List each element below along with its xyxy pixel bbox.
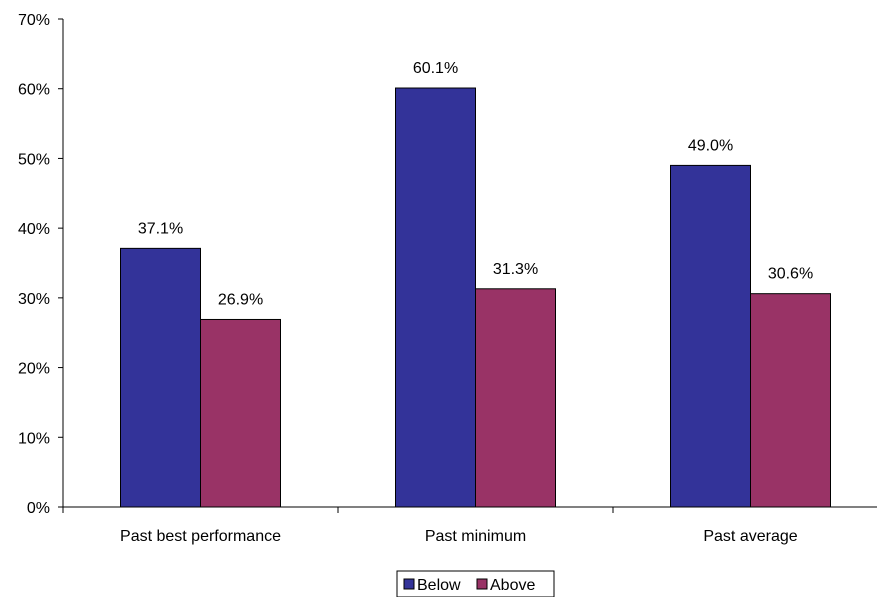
y-tick-label: 40%	[18, 221, 50, 238]
y-tick-label: 10%	[18, 430, 50, 447]
x-category-label: Past minimum	[425, 528, 526, 545]
bar-above-0	[201, 319, 281, 507]
data-label: 26.9%	[218, 291, 263, 308]
legend-label-below: Below	[417, 577, 461, 594]
x-category-label: Past best performance	[120, 528, 281, 545]
y-tick-label: 30%	[18, 291, 50, 308]
y-tick-label: 70%	[18, 12, 50, 29]
bar-above-1	[476, 289, 556, 507]
data-label: 49.0%	[688, 137, 733, 154]
bar-above-2	[751, 294, 831, 507]
bar-below-1	[396, 88, 476, 507]
y-tick-label: 0%	[27, 500, 50, 517]
y-tick-label: 50%	[18, 151, 50, 168]
data-label: 30.6%	[768, 266, 813, 283]
legend-swatch-below	[404, 579, 414, 589]
data-label: 31.3%	[493, 261, 538, 278]
legend-label-above: Above	[490, 577, 535, 594]
data-label: 37.1%	[138, 220, 183, 237]
bar-below-0	[121, 248, 201, 507]
legend-swatch-above	[477, 579, 487, 589]
x-category-label: Past average	[703, 528, 797, 545]
bar-below-2	[671, 165, 751, 507]
y-tick-label: 20%	[18, 361, 50, 378]
legend: Below Above	[397, 571, 554, 597]
y-tick-label: 60%	[18, 82, 50, 99]
data-label: 60.1%	[413, 60, 458, 77]
